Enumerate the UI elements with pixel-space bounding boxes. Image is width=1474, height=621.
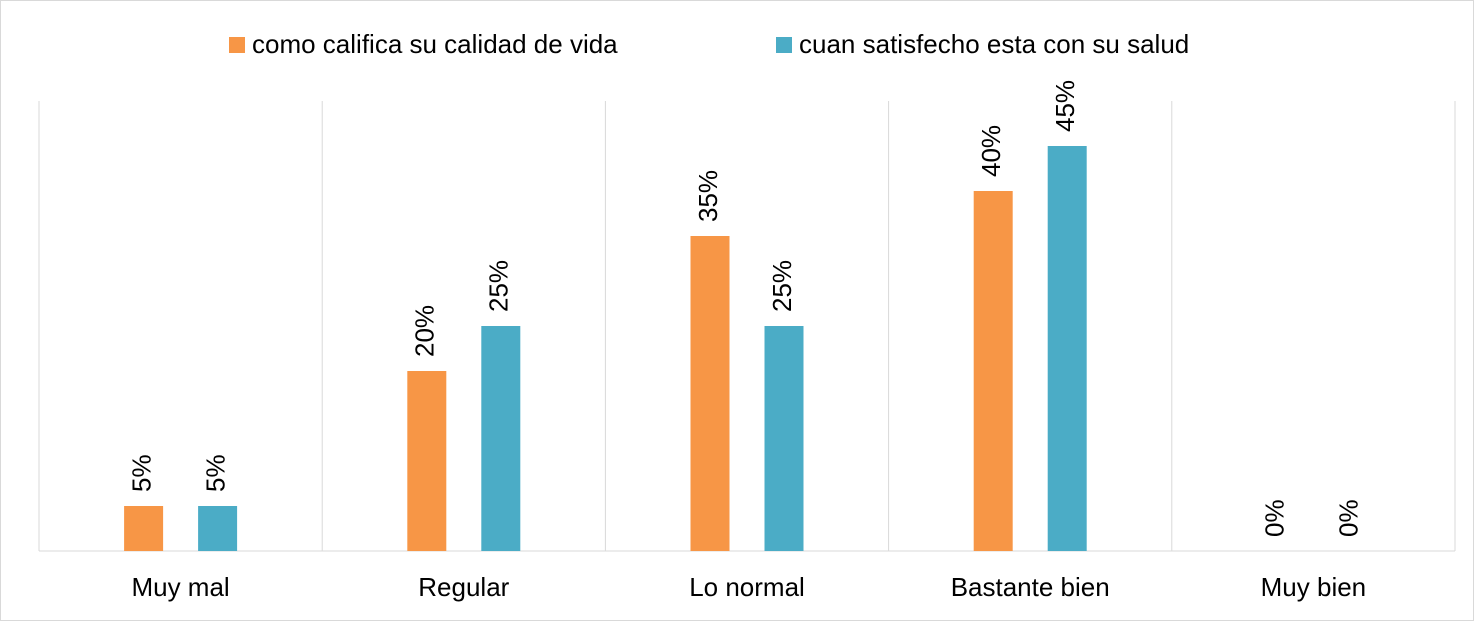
data-label: 25% (484, 260, 514, 312)
bar (973, 191, 1013, 551)
data-label: 35% (693, 170, 723, 222)
legend-label: cuan satisfecho esta con su salud (799, 29, 1189, 59)
bar (407, 371, 447, 551)
x-tick-label: Muy mal (131, 572, 229, 602)
data-label: 45% (1050, 80, 1080, 132)
bar (690, 236, 730, 551)
legend-label: como califica su calidad de vida (252, 29, 618, 59)
x-tick-label: Muy bien (1261, 572, 1367, 602)
bar (1047, 146, 1087, 551)
legend: como califica su calidad de vida cuan sat… (229, 29, 1189, 59)
data-label: 20% (410, 305, 440, 357)
x-tick-label: Bastante bien (951, 572, 1110, 602)
bar (198, 506, 238, 551)
legend-swatch (229, 37, 245, 53)
data-label: 0% (1259, 499, 1289, 537)
legend-swatch (776, 37, 792, 53)
x-tick-label: Lo normal (689, 572, 805, 602)
data-label: 40% (976, 125, 1006, 177)
bar (481, 326, 521, 551)
bar (764, 326, 804, 551)
x-tick-label: Regular (418, 572, 509, 602)
data-label: 25% (767, 260, 797, 312)
bar (124, 506, 164, 551)
data-label: 5% (200, 454, 230, 492)
data-label: 0% (1333, 499, 1363, 537)
data-label: 5% (126, 454, 156, 492)
